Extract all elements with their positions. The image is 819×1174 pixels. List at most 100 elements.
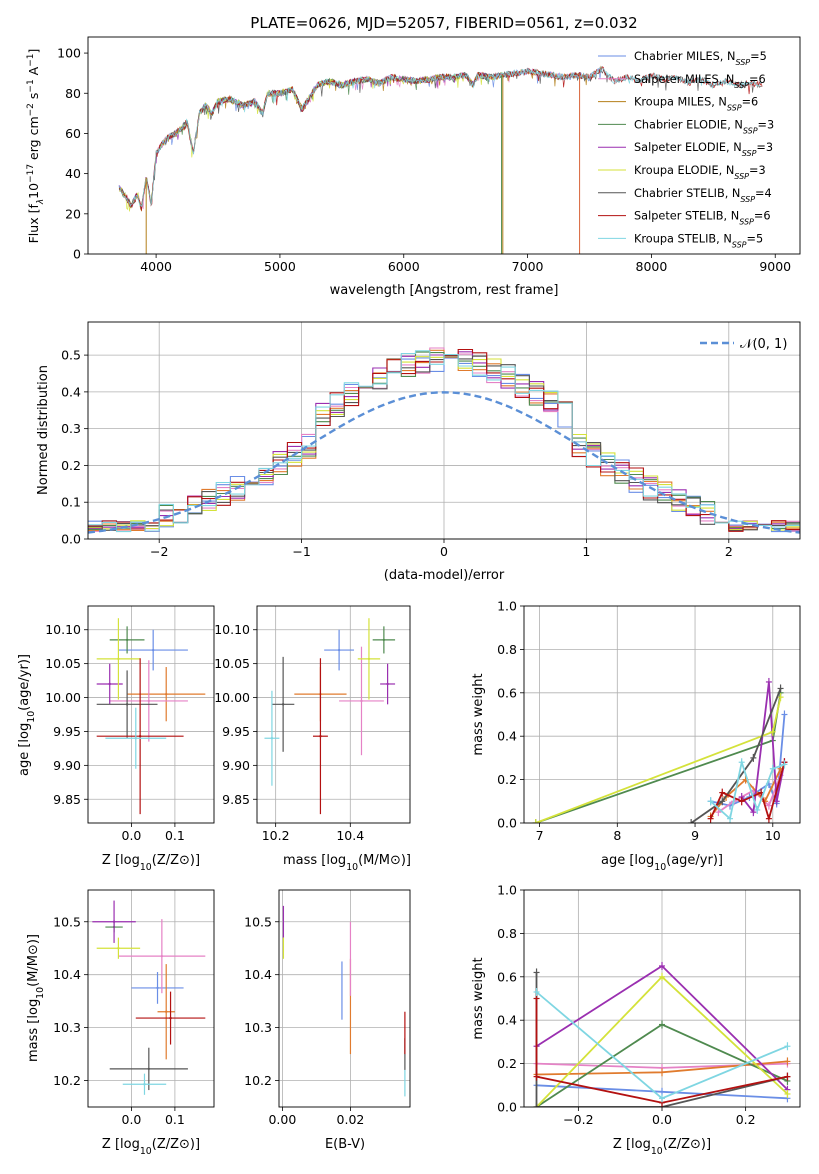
axes-age_vs_mass: 10.2 10.4 9.85 9.90 9.95 10.00 10.05 10.10 mass … [214,605,411,873]
x-axis-label-post: (Z/Z⊙)] [152,1137,200,1152]
legend-label: Kroupa MILES, NSSP=6 [634,96,758,113]
x-tick-label: 8 [613,828,621,843]
y-tick-label: 9.95 [53,724,81,739]
axes-residuals: −2 −1 0 1 2 0.0 0.1 0.2 0.3 0.4 0.5 𝒩(0, 1) (data-mo… [36,321,801,583]
y-tick-label: 9.90 [222,758,250,773]
y-axis-label-sub: 10 [26,711,37,723]
y-tick-label: 9.85 [53,792,81,807]
x-axis-label-sub: 10 [651,1146,663,1157]
legend-label-sub: SSP [735,58,750,67]
data-point [169,1016,172,1020]
y-tick-label: 10.00 [45,690,81,705]
y-tick-label: 0.6 [497,969,517,984]
axes-frame [523,889,801,1108]
data-point [138,735,142,738]
legend-label-sub: SSP [742,149,757,158]
data-point [386,682,389,686]
y-axis-label: mass weight [471,673,486,755]
legend-label: Kroupa ELODIE, NSSP=3 [634,164,766,181]
histogram-step [88,351,800,530]
y-axis-label: mass weight [471,957,486,1039]
x-tick-label: 0 [440,544,448,559]
y-axis-label: age [log10(age/yr)] [17,654,37,776]
legend-label-main: Kroupa ELODIE, N [634,164,734,177]
y-tick-label: 10.3 [53,1020,81,1035]
legend-label: Salpeter MILES, NSSP=6 [634,73,766,90]
axes-frame [87,36,801,255]
x-axis-label: Z [log10(Z/Z⊙)] [102,853,200,873]
x-axis-label: Z [log10(Z/Z⊙)] [102,1137,200,1157]
plot-area-residuals [88,347,800,534]
data-point [117,657,120,661]
data-point [337,648,341,652]
data-point [117,947,120,950]
x-axis-label-post: (age/yr)] [666,853,723,868]
x-tick-label: 8000 [636,259,668,274]
plot-area-age_vs_Z [96,618,206,815]
y-tick-label: 10.05 [45,656,81,671]
legend-label-main: Salpeter STELIB, N [634,210,739,223]
axes-frame [87,889,215,1108]
y-tick-label: 9.90 [53,758,81,773]
data-point [319,735,322,738]
axes-frame [523,605,801,824]
y-tick-label: 1.0 [497,883,517,898]
x-tick-label: −0.2 [563,1112,593,1127]
x-tick-label: 0.0 [122,1112,142,1127]
spectrum-line [118,66,763,208]
x-tick-label: −1 [292,544,310,559]
x-axis-label: age [log10(age/yr)] [601,853,723,873]
data-point [382,638,386,642]
y-tick-label: 0.8 [497,926,517,941]
legend-label-main: Salpeter ELODIE, N [634,141,742,154]
legend-label-sub: SSP [732,240,747,249]
y-tick-label: 80 [65,86,81,101]
y-tick-label: 10.4 [53,967,81,982]
data-point [125,638,129,642]
data-point [125,703,129,706]
data-point [156,986,159,990]
plot-area-mass_vs_Z [92,900,206,1095]
plot-area-weight_vs_Z [533,961,791,1107]
y-tick-label: 10.2 [53,1073,81,1088]
weight-line [709,761,786,822]
legend-label: Chabrier STELIB, NSSP=4 [634,187,772,204]
x-tick-label: 7 [536,828,544,843]
y-tick-label: 9.95 [222,724,250,739]
histogram-step [88,350,800,533]
legend-label-main: Chabrier STELIB, N [634,187,740,200]
x-axis-label-sub: 10 [140,862,152,873]
normal-curve [88,391,800,534]
y-axis-label: Normed distribution [36,365,51,495]
legend-label-main: Kroupa STELIB, N [634,232,732,245]
y-axis-label: mass [log10(M/M⊙)] [26,934,46,1062]
y-tick-label: 0.8 [497,642,517,657]
data-point [160,954,164,958]
weight-line [535,998,788,1104]
x-tick-label: 0.02 [337,1112,365,1127]
legend-label: Chabrier ELODIE, NSSP=3 [634,118,774,135]
y-axis-label-part: A [26,66,41,79]
y-axis-label-sub: 10 [35,987,46,999]
x-axis-label-sub: 10 [140,1146,152,1157]
x-axis-label-pre: age [log [601,853,654,868]
plot-area-spectrum [118,65,763,254]
data-point [367,657,371,661]
y-axis-label-part: −1 [26,54,36,67]
x-tick-label: 9 [691,828,699,843]
y-axis-label-part: s [26,93,41,104]
x-tick-label: 4000 [140,259,172,274]
y-tick-label: 40 [65,166,81,181]
y-axis-label-part: −2 [26,103,36,116]
x-axis-label-pre: Z [log [102,1137,140,1152]
y-axis-label-part: −17 [26,164,36,183]
y-tick-label: 0.2 [497,772,517,787]
y-tick-label: 10.5 [244,914,272,929]
legend-label: Salpeter ELODIE, NSSP=3 [634,141,773,158]
y-tick-label: 10.05 [214,656,250,671]
data-point [165,1010,168,1013]
axes-weight_vs_Z: −0.2 0.0 0.2 0.0 0.2 0.4 0.6 0.8 1.0 Z [log10(Z/Z… [471,883,801,1157]
